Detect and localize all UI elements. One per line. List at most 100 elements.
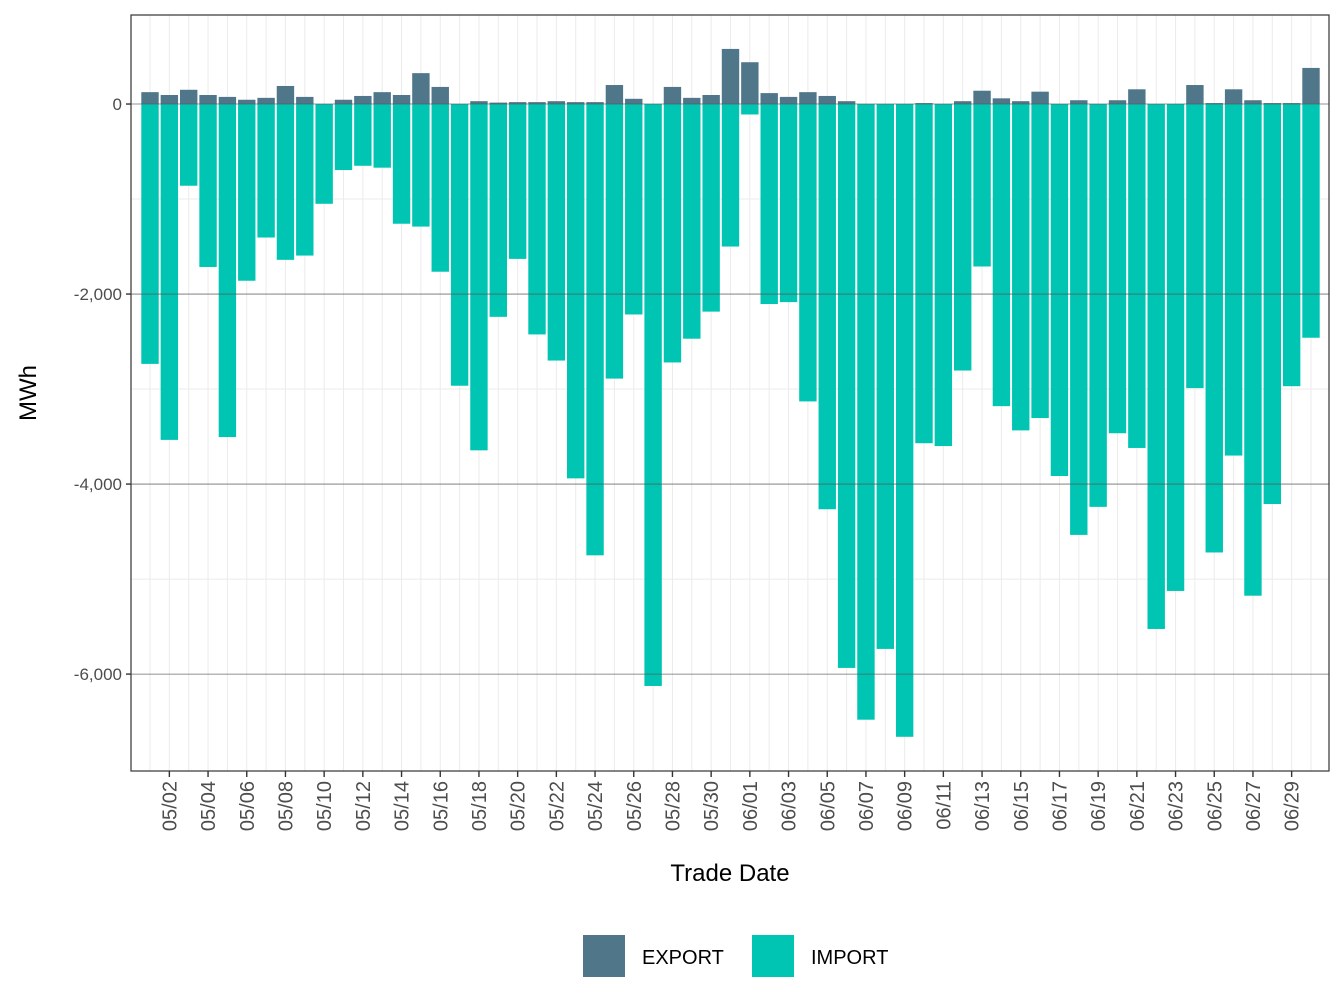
- bar-export-06-26: [1224, 89, 1243, 105]
- bar-import-06-18: [1070, 104, 1088, 535]
- x-axis-title: Trade Date: [670, 860, 789, 887]
- bar-import-05-28: [663, 104, 682, 363]
- x-tick-label: 06/27: [1243, 781, 1265, 831]
- x-tick-label: 06/19: [1088, 781, 1110, 831]
- bar-import-05-12: [354, 104, 372, 166]
- bar-import-05-21: [528, 104, 546, 335]
- bar-import-06-08: [876, 104, 894, 649]
- bar-export-05-08: [276, 85, 295, 105]
- bar-import-06-20: [1108, 104, 1127, 434]
- bar-export-06-20: [1108, 100, 1127, 105]
- bar-import-05-29: [683, 104, 701, 339]
- bar-import-05-26: [625, 104, 643, 315]
- bar-import-05-23: [567, 104, 585, 479]
- bar-export-06-10: [915, 103, 933, 105]
- bar-import-06-07: [857, 104, 875, 720]
- x-tick-label: 05/06: [237, 781, 259, 831]
- x-tick-label: 06/05: [817, 781, 839, 831]
- bar-import-06-12: [954, 104, 972, 371]
- bar-import-06-05: [818, 104, 836, 510]
- bar-import-05-01: [141, 104, 159, 364]
- bar-import-05-22: [547, 104, 566, 361]
- bar-export-05-22: [547, 101, 566, 105]
- legend: EXPORT IMPORT: [583, 935, 888, 977]
- x-tick-label: 05/16: [430, 781, 452, 831]
- bar-import-06-06: [837, 104, 856, 668]
- bar-export-05-23: [567, 102, 585, 105]
- bar-export-06-21: [1128, 89, 1146, 105]
- bar-import-05-31: [721, 104, 740, 247]
- bar-export-06-16: [1031, 91, 1049, 105]
- bar-export-05-18: [470, 101, 488, 105]
- bars: [141, 48, 1320, 737]
- x-tick-label: 05/20: [508, 781, 530, 831]
- x-tick-label: 06/29: [1282, 781, 1304, 831]
- x-tick-label: 05/18: [469, 781, 491, 831]
- bar-export-05-06: [238, 99, 256, 105]
- x-tick-label: 05/04: [198, 781, 220, 831]
- x-tick-label: 05/02: [159, 781, 181, 831]
- bar-export-06-06: [837, 101, 856, 105]
- x-tick-label: 05/28: [662, 781, 684, 831]
- x-tick-label: 06/11: [933, 781, 955, 830]
- bar-export-05-29: [683, 97, 701, 105]
- bar-import-06-28: [1263, 104, 1281, 505]
- bar-import-06-09: [895, 104, 914, 737]
- y-axis-title: MWh: [15, 365, 42, 421]
- bar-import-06-01: [741, 104, 759, 115]
- bar-export-05-12: [354, 95, 372, 105]
- bar-import-05-15: [412, 104, 430, 227]
- bar-export-05-05: [218, 96, 237, 105]
- legend-label-import: IMPORT: [811, 947, 888, 969]
- bar-import-05-05: [218, 104, 237, 438]
- bar-export-05-25: [605, 85, 624, 105]
- bar-export-06-04: [799, 92, 817, 105]
- x-tick-label: 06/09: [895, 781, 917, 831]
- bar-import-05-09: [296, 104, 314, 256]
- bar-import-06-16: [1031, 104, 1049, 419]
- legend-label-export: EXPORT: [642, 947, 724, 969]
- bar-import-06-10: [915, 104, 933, 444]
- bar-export-06-05: [818, 95, 836, 105]
- bar-import-05-13: [373, 104, 391, 168]
- bar-import-05-14: [392, 104, 411, 224]
- bar-export-06-15: [1012, 101, 1030, 105]
- bar-export-05-26: [625, 98, 643, 105]
- bar-export-06-12: [954, 101, 972, 105]
- bar-import-06-19: [1089, 104, 1107, 507]
- bar-import-05-16: [431, 104, 449, 272]
- x-tick-label: 06/21: [1127, 781, 1149, 831]
- bar-export-06-02: [760, 93, 778, 105]
- x-tick-label: 06/13: [972, 781, 994, 831]
- x-tick-label: 06/23: [1166, 781, 1188, 831]
- bar-export-05-19: [489, 102, 507, 105]
- bar-import-05-27: [644, 104, 662, 686]
- x-tick-label: 05/30: [701, 781, 723, 831]
- bar-export-05-03: [180, 89, 198, 105]
- bar-import-05-24: [586, 104, 604, 556]
- bar-export-06-27: [1244, 100, 1262, 105]
- bar-import-06-24: [1186, 104, 1204, 389]
- x-tick-label: 05/12: [353, 781, 375, 831]
- bar-import-06-17: [1050, 104, 1069, 476]
- bar-import-06-22: [1147, 104, 1165, 629]
- bar-import-05-06: [238, 104, 256, 281]
- legend-key-import: [752, 935, 794, 977]
- bar-import-06-23: [1166, 104, 1185, 591]
- bar-import-06-25: [1205, 104, 1223, 553]
- bar-export-06-01: [741, 62, 759, 105]
- bar-import-06-02: [760, 104, 778, 305]
- bar-export-06-18: [1070, 100, 1088, 105]
- bar-import-06-04: [799, 104, 817, 402]
- bar-export-05-20: [508, 102, 527, 105]
- x-tick-label: 06/01: [740, 781, 762, 831]
- bar-import-05-03: [180, 104, 198, 186]
- x-tick-label: 05/14: [392, 781, 414, 831]
- legend-key-export: [583, 935, 625, 977]
- bar-export-05-07: [257, 97, 275, 105]
- bar-import-05-19: [489, 104, 507, 317]
- bar-export-06-14: [992, 98, 1011, 105]
- bar-export-05-16: [431, 86, 449, 105]
- bar-export-06-03: [779, 96, 798, 105]
